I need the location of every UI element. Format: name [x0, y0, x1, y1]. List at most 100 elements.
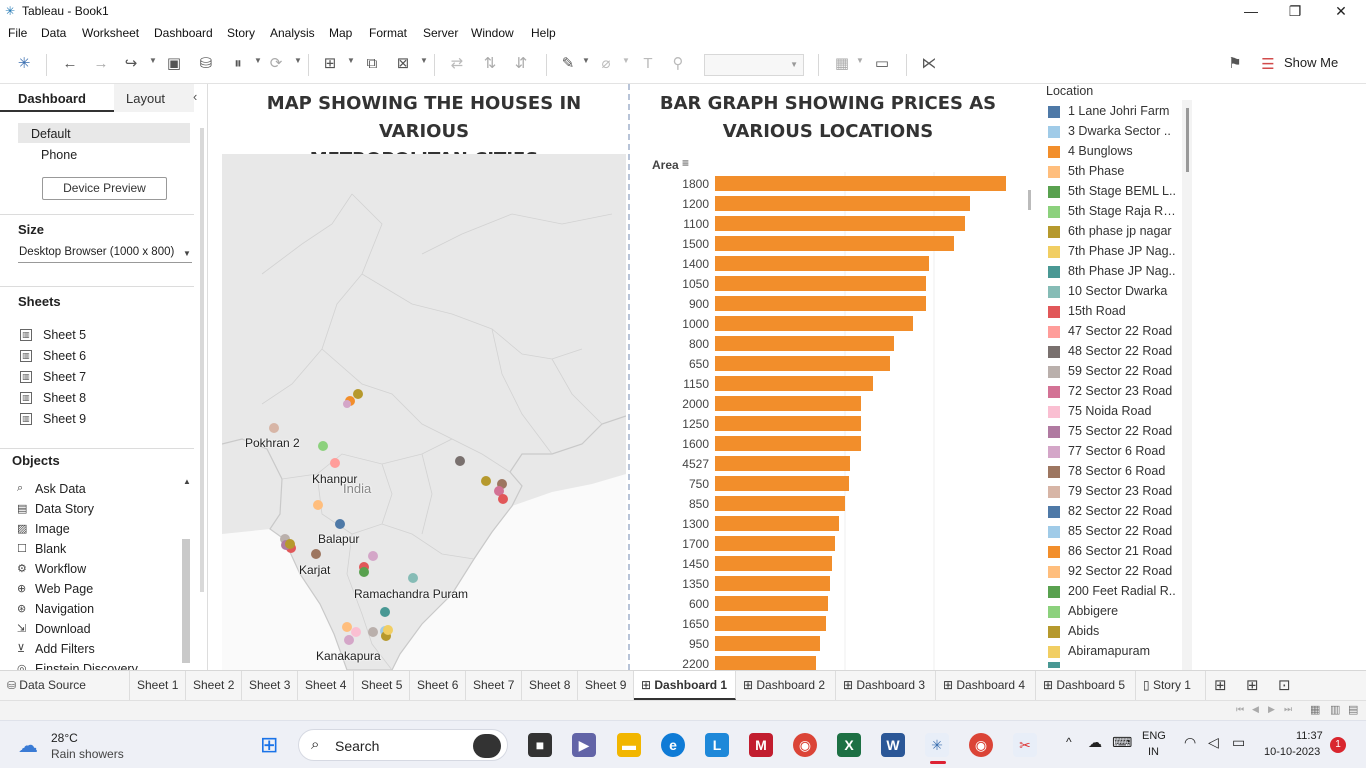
map-view[interactable]: India Pokhran 2 Khanpur Balapur Karjat R…: [222, 154, 626, 670]
tab-sheet-4[interactable]: Sheet 4: [298, 671, 354, 700]
map-point[interactable]: [343, 400, 351, 408]
bar[interactable]: [715, 256, 929, 271]
legend-item[interactable]: 48 Sector 22 Road: [1048, 342, 1180, 362]
map-point[interactable]: [368, 627, 378, 637]
keyboard-icon[interactable]: ⌨: [1112, 734, 1133, 750]
volume-icon[interactable]: ◁: [1208, 734, 1219, 750]
new-datasource-icon[interactable]: ⛁: [199, 55, 213, 72]
restore-icon[interactable]: ❐: [1288, 3, 1302, 19]
highlight-icon[interactable]: ✎: [561, 55, 575, 72]
bar[interactable]: [715, 236, 954, 251]
tab-data-source[interactable]: ⛁ Data Source: [0, 671, 130, 700]
object-web-page[interactable]: Web Page: [35, 582, 94, 596]
object-navigation[interactable]: Navigation: [35, 602, 95, 616]
tab-story-1[interactable]: ▯ Story 1: [1136, 671, 1206, 700]
legend-item[interactable]: 1 Lane Johri Farm: [1048, 102, 1180, 122]
sheet-item-9[interactable]: Sheet 9: [43, 412, 87, 426]
language-eng[interactable]: ENG: [1142, 730, 1166, 742]
menu-file[interactable]: File: [8, 26, 28, 40]
bar[interactable]: [715, 416, 861, 431]
map-point[interactable]: [269, 423, 279, 433]
legend-item[interactable]: 77 Sector 6 Road: [1048, 442, 1180, 462]
pin-icon[interactable]: ⚲: [672, 55, 684, 72]
tab-sheet-1[interactable]: Sheet 1: [130, 671, 186, 700]
map-point[interactable]: [408, 573, 418, 583]
tab-sheet-8[interactable]: Sheet 8: [522, 671, 578, 700]
last-page-icon[interactable]: ⏭: [1284, 704, 1293, 714]
legend-item[interactable]: 5th Stage BEML L..: [1048, 182, 1180, 202]
fit-dropdown[interactable]: ▼: [704, 54, 804, 76]
bar[interactable]: [715, 596, 828, 611]
legend-item[interactable]: 59 Sector 22 Road: [1048, 362, 1180, 382]
group-icon[interactable]: ⌀: [601, 55, 611, 72]
map-point[interactable]: [368, 551, 378, 561]
swap-icon[interactable]: ⇄: [450, 55, 464, 72]
map-point[interactable]: [330, 458, 340, 468]
legend-item[interactable]: 82 Sector 22 Road: [1048, 502, 1180, 522]
bar[interactable]: [715, 376, 873, 391]
legend-item[interactable]: 200 Feet Radial R..: [1048, 582, 1180, 602]
filmstrip-icon[interactable]: ▥: [1330, 704, 1341, 716]
first-page-icon[interactable]: ⏮: [1236, 704, 1245, 714]
bar[interactable]: [715, 436, 861, 451]
collapse-panel-icon[interactable]: ‹: [193, 89, 198, 104]
bar[interactable]: [715, 616, 826, 631]
bar[interactable]: [715, 316, 913, 331]
map-point[interactable]: [313, 500, 323, 510]
sheet-item-8[interactable]: Sheet 8: [43, 391, 87, 405]
device-phone[interactable]: Phone: [41, 148, 78, 162]
legend-item[interactable]: 78 Sector 6 Road: [1048, 462, 1180, 482]
close-icon[interactable]: ✕: [1335, 3, 1347, 19]
bar[interactable]: [715, 516, 839, 531]
presentation-icon[interactable]: ▭: [874, 55, 890, 72]
clock-date[interactable]: 10-10-2023: [1264, 746, 1321, 758]
tab-layout[interactable]: Layout: [114, 84, 194, 112]
legend-item[interactable]: 79 Sector 23 Road: [1048, 482, 1180, 502]
new-worksheet-icon[interactable]: ⊞: [1214, 677, 1227, 694]
legend-item[interactable]: Abbigere: [1048, 602, 1180, 622]
legend-item[interactable]: 7th Phase JP Nag..: [1048, 242, 1180, 262]
menu-story[interactable]: Story: [227, 26, 256, 40]
legend-item[interactable]: 72 Sector 23 Road: [1048, 382, 1180, 402]
map-point[interactable]: [342, 622, 352, 632]
size-dropdown[interactable]: Desktop Browser (1000 x 800): [19, 246, 175, 258]
bar[interactable]: [715, 536, 835, 551]
sort-asc-icon[interactable]: ⇅: [483, 55, 497, 72]
new-story-icon[interactable]: ⊡: [1278, 677, 1291, 694]
map-point[interactable]: [311, 549, 321, 559]
bar[interactable]: [715, 656, 816, 670]
next-page-icon[interactable]: ▶: [1268, 704, 1275, 714]
map-point[interactable]: [318, 441, 328, 451]
pause-updates-icon[interactable]: ⏸: [234, 55, 242, 72]
tab-sheet-7[interactable]: Sheet 7: [466, 671, 522, 700]
object-ask-data[interactable]: Ask Data: [35, 482, 86, 496]
legend-scrollbar[interactable]: [1186, 108, 1189, 172]
legend-item[interactable]: 4 Bunglows: [1048, 142, 1180, 162]
chart-scrollbar[interactable]: [1028, 190, 1031, 210]
task-view-icon[interactable]: ■: [528, 733, 552, 757]
object-workflow[interactable]: Workflow: [35, 562, 87, 576]
object-image[interactable]: Image: [35, 522, 70, 536]
map-point[interactable]: [481, 476, 491, 486]
save-icon[interactable]: ▣: [166, 55, 182, 72]
tab-dashboard-5[interactable]: ⊞ Dashboard 5: [1036, 671, 1136, 700]
object-download[interactable]: Download: [35, 622, 91, 636]
map-point[interactable]: [498, 494, 508, 504]
weather-desc[interactable]: Rain showers: [51, 747, 124, 761]
tab-sheet-3[interactable]: Sheet 3: [242, 671, 298, 700]
format-icon[interactable]: ⚑: [1228, 55, 1242, 72]
tab-sheet-2[interactable]: Sheet 2: [186, 671, 242, 700]
menu-help[interactable]: Help: [531, 26, 556, 40]
legend-item[interactable]: 47 Sector 22 Road: [1048, 322, 1180, 342]
bar[interactable]: [715, 336, 894, 351]
area-axis-header[interactable]: Area: [652, 158, 679, 172]
bar[interactable]: [715, 196, 970, 211]
sheet-item-6[interactable]: Sheet 6: [43, 349, 87, 363]
show-me-icon[interactable]: ☰: [1261, 56, 1275, 73]
legend-item[interactable]: 5th Phase: [1048, 162, 1180, 182]
weather-temp[interactable]: 28°C: [51, 731, 78, 745]
refresh-icon[interactable]: ⟳: [269, 55, 283, 72]
grid-view-icon[interactable]: ▦: [1310, 704, 1321, 716]
new-dashboard-icon[interactable]: ⊞: [1246, 677, 1259, 694]
legend-item[interactable]: 92 Sector 22 Road: [1048, 562, 1180, 582]
